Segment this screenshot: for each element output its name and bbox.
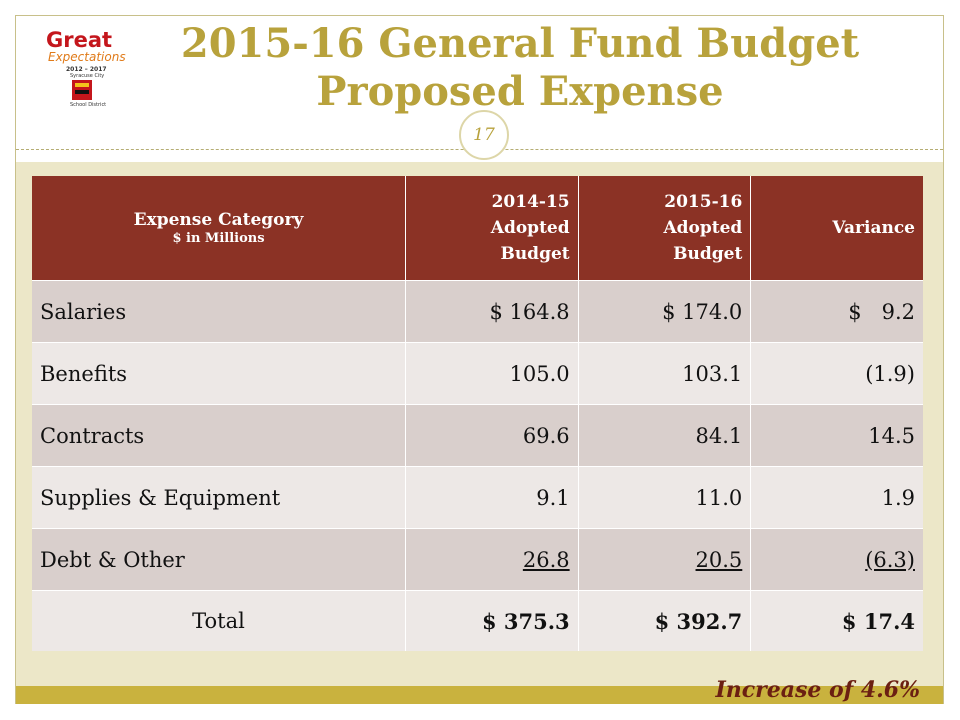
table-row: Benefits 105.0 103.1 (1.9)	[32, 342, 923, 405]
row-budget-2015-16: 20.5	[578, 528, 752, 591]
row-budget-2014-15: 69.6	[405, 404, 579, 467]
total-budget-2014-15: $ 375.3	[405, 590, 579, 651]
header-2015-16-budget: 2015-16 Adopted Budget	[578, 176, 752, 281]
title-line-1: 2015-16 General Fund Budget	[180, 20, 860, 67]
title-line-2: Proposed Expense	[316, 68, 724, 115]
row-category: Contracts	[32, 404, 406, 467]
district-logo: Great Expectations 2012 – 2017 Syracuse …	[42, 28, 142, 113]
expense-table: Expense Category $ in Millions 2014-15 A…	[32, 176, 923, 651]
row-category: Supplies & Equipment	[32, 466, 406, 529]
total-variance: $ 17.4	[750, 590, 923, 651]
footer-band	[16, 686, 943, 704]
row-budget-2014-15: 9.1	[405, 466, 579, 529]
row-budget-2015-16: 103.1	[578, 342, 752, 405]
header-col2-line3: Budget	[673, 244, 743, 264]
logo-years: 2012 – 2017	[66, 66, 107, 73]
row-budget-2015-16: 11.0	[578, 466, 752, 529]
header-col1-line2: Adopted	[490, 218, 570, 238]
header-col2-line1: 2015-16	[664, 192, 743, 212]
row-budget-2015-16: 84.1	[578, 404, 752, 467]
row-budget-2014-15: 105.0	[405, 342, 579, 405]
row-variance-value: (6.3)	[865, 547, 915, 572]
header-variance: Variance	[750, 176, 923, 281]
header-category-unit: $ in Millions	[172, 231, 265, 246]
row-category: Debt & Other	[32, 528, 406, 591]
logo-tagline: Expectations	[48, 50, 126, 64]
row-budget-2014-15-value: 26.8	[522, 547, 570, 572]
row-variance: 14.5	[750, 404, 923, 467]
header-col1-line1: 2014-15	[491, 192, 570, 212]
page-number-badge: 17	[459, 110, 509, 160]
header-category-label: Expense Category	[133, 210, 304, 230]
table-row: Contracts 69.6 84.1 14.5	[32, 404, 923, 467]
table-total-row: Total $ 375.3 $ 392.7 $ 17.4	[32, 590, 923, 651]
row-category: Benefits	[32, 342, 406, 405]
slide-title: 2015-16 General Fund Budget Proposed Exp…	[170, 20, 870, 116]
header-2014-15-budget: 2014-15 Adopted Budget	[405, 176, 579, 281]
increase-note: Increase of 4.6%	[715, 677, 920, 703]
logo-brand: Great	[46, 28, 113, 52]
row-budget-2015-16-value: 20.5	[695, 547, 743, 572]
logo-district-line1: Syracuse City	[70, 73, 105, 79]
table-header-row: Expense Category $ in Millions 2014-15 A…	[32, 176, 923, 281]
row-variance: (1.9)	[750, 342, 923, 405]
total-budget-2015-16: $ 392.7	[578, 590, 752, 651]
row-variance: (6.3)	[750, 528, 923, 591]
row-variance: 1.9	[750, 466, 923, 529]
header-col1-line3: Budget	[500, 244, 570, 264]
row-budget-2014-15: $ 164.8	[405, 280, 579, 343]
header-col2-line2: Adopted	[663, 218, 743, 238]
row-category: Salaries	[32, 280, 406, 343]
row-variance: $ 9.2	[750, 280, 923, 343]
logo-district-line2: School District	[70, 102, 107, 108]
district-emblem-icon	[72, 80, 92, 100]
table-row: Salaries $ 164.8 $ 174.0 $ 9.2	[32, 280, 923, 343]
row-budget-2014-15: 26.8	[405, 528, 579, 591]
total-label: Total	[32, 590, 406, 651]
row-budget-2015-16: $ 174.0	[578, 280, 752, 343]
table-row: Supplies & Equipment 9.1 11.0 1.9	[32, 466, 923, 529]
table-row: Debt & Other 26.8 20.5 (6.3)	[32, 528, 923, 591]
header-expense-category: Expense Category $ in Millions	[32, 176, 406, 281]
